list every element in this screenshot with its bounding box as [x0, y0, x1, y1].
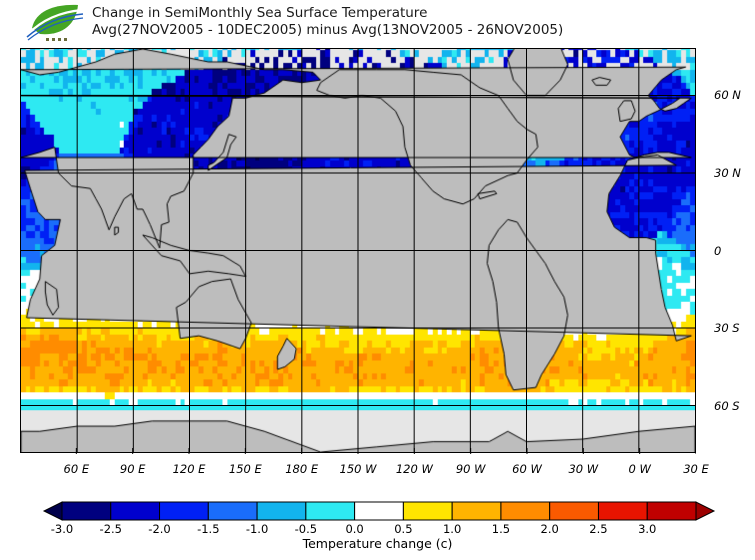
colorbar-tick-0: -3.0 — [50, 522, 74, 536]
x-axis-tick-label-4: 180 E — [285, 462, 319, 476]
y-axis-tick-label-1: 30 N — [714, 165, 741, 180]
x-axis-tick-label-1: 90 E — [119, 462, 146, 476]
x-axis-tick-label-3: 150 E — [228, 462, 262, 476]
leaf-wave-logo — [26, 4, 84, 41]
colorbar-tick-3: -1.5 — [197, 522, 220, 536]
x-axis-tick-label-7: 90 W — [455, 462, 486, 476]
colorbar-tick-12: 3.0 — [638, 522, 657, 536]
x-axis-tick-label-2: 120 E — [172, 462, 206, 476]
title-block: Change in SemiMonthly Sea Surface Temper… — [92, 5, 712, 39]
x-axis-tick-label-5: 150 W — [339, 462, 377, 476]
colorbar-tick-4: -1.0 — [245, 522, 269, 536]
x-axis-tick-label-6: 120 W — [395, 462, 433, 476]
colorbar-tick-7: 0.5 — [394, 522, 413, 536]
colorbar-caption: Temperature change (c) — [302, 536, 453, 551]
x-axis-tick-label-8: 60 W — [512, 462, 542, 476]
colorbar-tick-8: 1.0 — [442, 522, 462, 536]
colorbar-swatches — [42, 501, 716, 521]
colorbar-tick-6: 0.0 — [345, 522, 364, 536]
colorbar-tick-1: -2.5 — [99, 522, 122, 536]
y-axis-tick-label-2: 0 — [714, 243, 722, 258]
x-axis-labels: 60 E 90 E 120 E 150 E 180 E 150 W 120 W 90 W 60 … — [20, 462, 709, 478]
sst-anomaly-map — [20, 48, 696, 453]
colorbar-tick-11: 2.5 — [589, 522, 608, 536]
page-subtitle: Avg(27NOV2005 - 10DEC2005) minus Avg(13N… — [92, 22, 564, 38]
x-axis-ticks — [75, 448, 696, 454]
y-axis-labels: 60 N 30 N 0 30 S 60 S — [702, 48, 754, 453]
y-axis-tick-label-0: 60 N — [714, 87, 741, 102]
x-axis-tick-label-0: 60 E — [63, 462, 90, 476]
colorbar-tick-9: 1.5 — [491, 522, 511, 536]
page-title: Change in SemiMonthly Sea Surface Temper… — [92, 5, 428, 21]
colorbar-tick-2: -2.0 — [148, 522, 171, 536]
x-axis-tick-label-9: 30 W — [568, 462, 599, 476]
colorbar-tick-5: -0.5 — [294, 522, 318, 536]
y-axis-tick-label-3: 30 S — [714, 321, 740, 336]
map-graticule — [21, 49, 695, 452]
colorbar-tick-10: 2.0 — [540, 522, 559, 536]
x-axis-tick-label-11: 30 E — [683, 462, 709, 476]
colorbar: -3.0 -2.5 -2.0 -1.5 -1.0 -0.5 0.0 0.5 1.0 1.5 2.0 2… — [20, 500, 735, 556]
colorbar-tick-labels: -3.0 -2.5 -2.0 -1.5 -1.0 -0.5 0.0 0.5 1.0 1.5 2.0 2… — [20, 522, 735, 538]
x-axis-tick-label-10: 0 W — [628, 462, 651, 476]
y-axis-tick-label-4: 60 S — [714, 399, 740, 414]
